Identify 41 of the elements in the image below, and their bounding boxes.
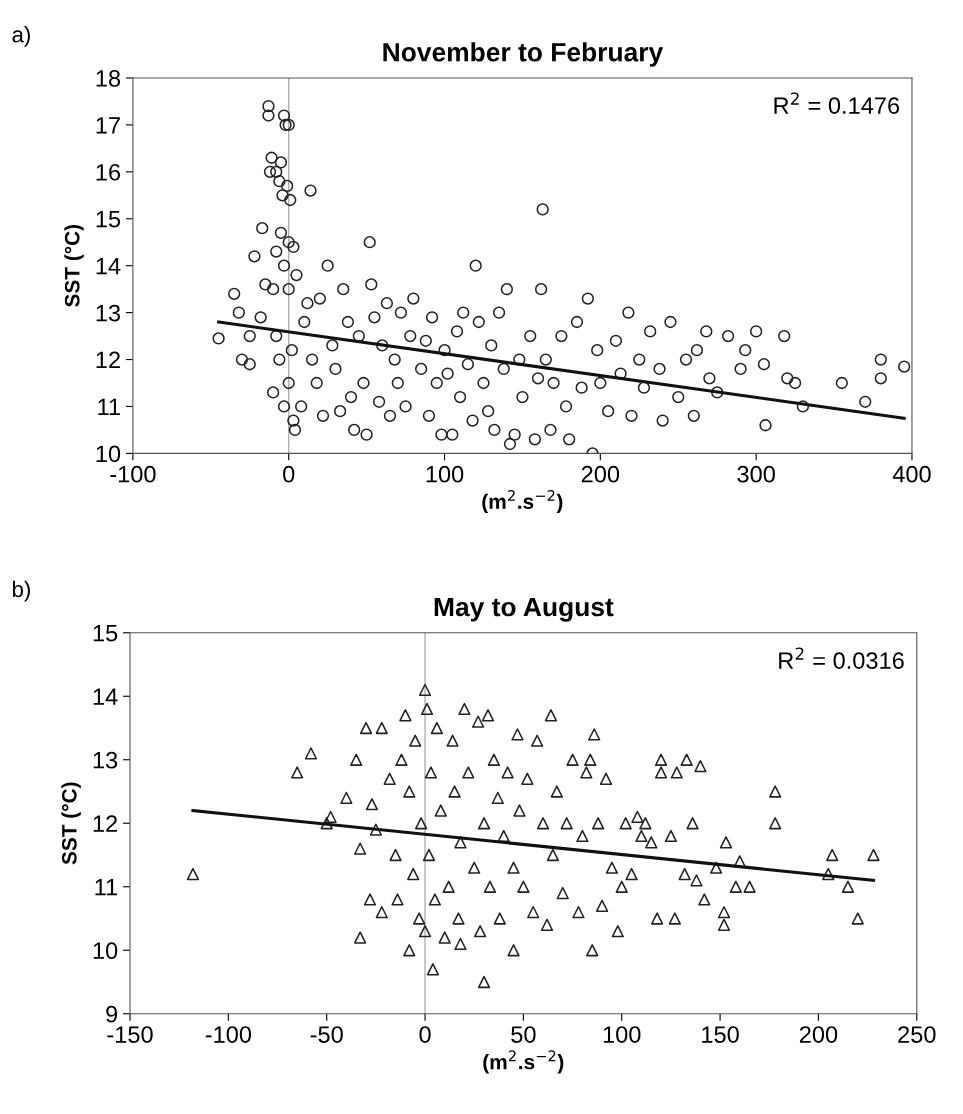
y-axis-title: SST (°C) [64,224,84,307]
x-axis-title: (m$^{2}$.s$^{−2}$) [482,489,563,514]
y-tick-label: 16 [96,163,121,181]
x-tick-label: -100 [205,1026,252,1043]
x-tick-label: 300 [737,465,775,483]
y-tick-label: 15 [93,625,118,642]
chart-title: November to February [383,42,664,67]
y-tick-label: 13 [96,304,121,322]
x-tick-label: 0 [283,465,295,483]
y-tick-label: 11 [95,879,118,896]
x-tick-label: 200 [799,1026,838,1043]
x-tick-label: 200 [581,465,620,483]
chart-title: May to August [434,597,614,622]
y-tick-label: 13 [93,751,118,769]
x-axis-title: (m$^{2}$.s$^{−2}$) [483,1050,564,1074]
y-tick-label: 14 [93,688,118,705]
y-tick-label: 18 [96,70,121,87]
x-tick-label: -150 [107,1026,153,1043]
y-tick-label: 12 [93,815,118,832]
y-tick-label: 9 [106,1005,118,1023]
x-tick-label: 0 [419,1026,431,1043]
y-axis-title: SST (°C) [61,782,81,865]
x-tick-label: -100 [110,465,156,483]
y-tick-label: 10 [96,445,121,463]
x-tick-label: 150 [702,1026,739,1043]
x-tick-label: 100 [426,465,464,483]
annotation: R$^{2}$ = 0.0316 [779,647,904,669]
y-tick-label: 11 [98,398,120,416]
text: a) [12,26,30,47]
annotation: R$^{2}$ = 0.1476 [774,92,900,114]
y-tick-label: 15 [96,211,121,228]
y-tick-label: 12 [96,351,120,369]
x-tick-label: 50 [511,1026,536,1043]
x-tick-label: -50 [310,1026,343,1043]
text: b) [12,580,30,602]
x-tick-label: 100 [603,1026,641,1043]
y-tick-label: 14 [96,258,121,275]
x-tick-label: 250 [898,1026,936,1043]
y-tick-label: 10 [93,942,118,960]
x-tick-label: 400 [892,465,931,483]
y-tick-label: 17 [96,117,120,134]
